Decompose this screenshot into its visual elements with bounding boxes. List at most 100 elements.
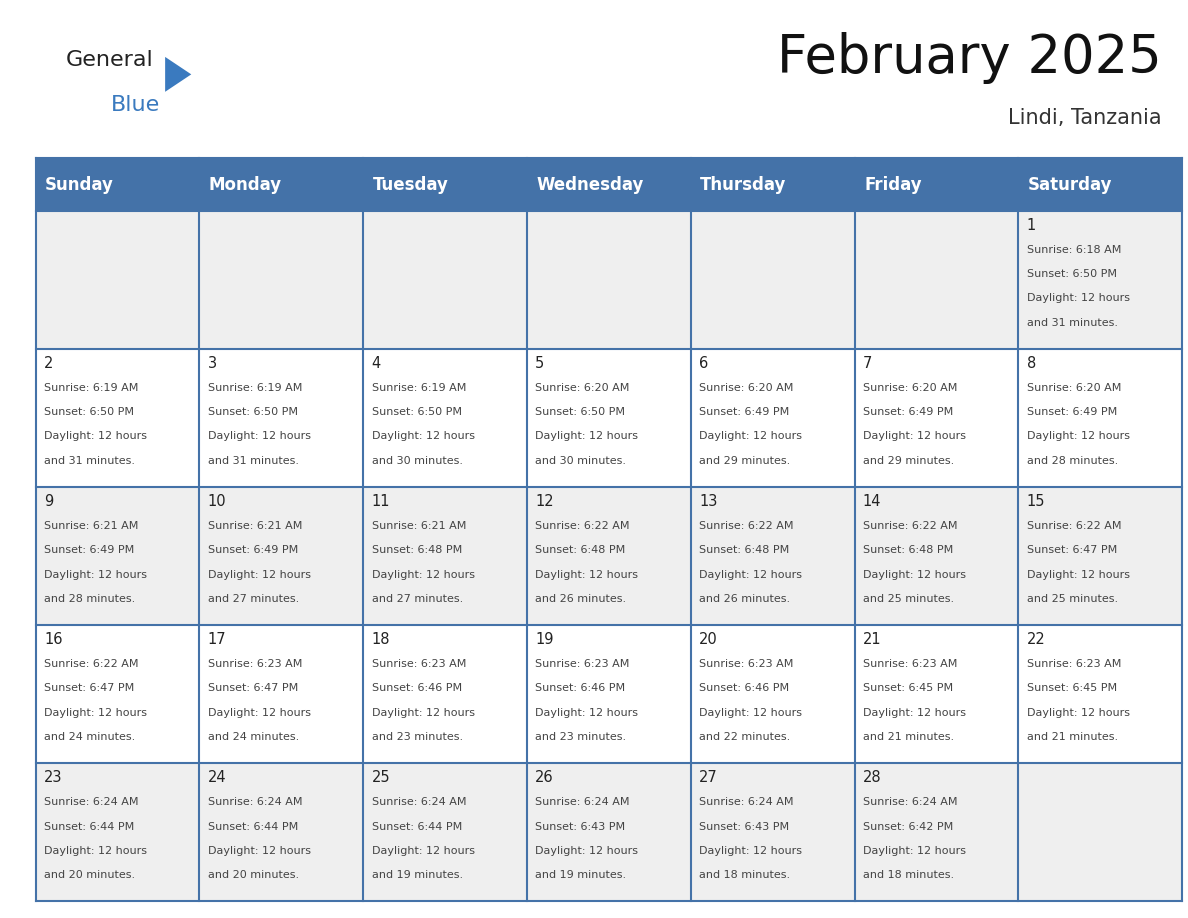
- Text: Thursday: Thursday: [700, 175, 786, 194]
- Text: Sunset: 6:49 PM: Sunset: 6:49 PM: [862, 408, 953, 418]
- Text: Daylight: 12 hours: Daylight: 12 hours: [699, 845, 802, 856]
- Text: 22: 22: [1026, 632, 1045, 647]
- Text: Daylight: 12 hours: Daylight: 12 hours: [44, 569, 147, 579]
- Text: 1: 1: [1026, 218, 1036, 232]
- Polygon shape: [165, 57, 191, 92]
- Text: and 28 minutes.: and 28 minutes.: [44, 594, 135, 604]
- Text: Sunset: 6:48 PM: Sunset: 6:48 PM: [862, 545, 953, 555]
- Text: and 31 minutes.: and 31 minutes.: [44, 455, 135, 465]
- Text: Daylight: 12 hours: Daylight: 12 hours: [372, 708, 474, 718]
- Text: and 29 minutes.: and 29 minutes.: [699, 455, 790, 465]
- Text: and 31 minutes.: and 31 minutes.: [208, 455, 298, 465]
- Text: Saturday: Saturday: [1028, 175, 1112, 194]
- Text: and 23 minutes.: and 23 minutes.: [372, 732, 462, 742]
- Text: Sunset: 6:42 PM: Sunset: 6:42 PM: [862, 822, 953, 832]
- Text: Sunrise: 6:23 AM: Sunrise: 6:23 AM: [372, 659, 466, 669]
- Text: and 20 minutes.: and 20 minutes.: [208, 870, 299, 879]
- Text: Sunset: 6:44 PM: Sunset: 6:44 PM: [372, 822, 462, 832]
- Text: Daylight: 12 hours: Daylight: 12 hours: [1026, 708, 1130, 718]
- Text: 5: 5: [536, 355, 544, 371]
- Text: Sunrise: 6:20 AM: Sunrise: 6:20 AM: [699, 383, 794, 393]
- Text: Sunrise: 6:24 AM: Sunrise: 6:24 AM: [699, 798, 794, 807]
- Text: Daylight: 12 hours: Daylight: 12 hours: [1026, 294, 1130, 304]
- Text: Sunrise: 6:20 AM: Sunrise: 6:20 AM: [862, 383, 958, 393]
- Text: Daylight: 12 hours: Daylight: 12 hours: [862, 845, 966, 856]
- Text: 17: 17: [208, 632, 227, 647]
- Text: Sunrise: 6:21 AM: Sunrise: 6:21 AM: [208, 521, 302, 532]
- Text: 7: 7: [862, 355, 872, 371]
- Bar: [36, 158, 1182, 211]
- Text: Sunset: 6:50 PM: Sunset: 6:50 PM: [1026, 269, 1117, 279]
- Text: Sunset: 6:44 PM: Sunset: 6:44 PM: [208, 822, 298, 832]
- Text: Sunrise: 6:22 AM: Sunrise: 6:22 AM: [536, 521, 630, 532]
- Text: 14: 14: [862, 494, 881, 509]
- Text: February 2025: February 2025: [777, 32, 1162, 84]
- Text: and 30 minutes.: and 30 minutes.: [372, 455, 462, 465]
- Text: and 18 minutes.: and 18 minutes.: [699, 870, 790, 879]
- Text: 2: 2: [44, 355, 53, 371]
- Text: Wednesday: Wednesday: [537, 175, 644, 194]
- Text: Sunday: Sunday: [45, 175, 114, 194]
- Text: Sunrise: 6:20 AM: Sunrise: 6:20 AM: [536, 383, 630, 393]
- Text: 28: 28: [862, 770, 881, 785]
- Text: 6: 6: [699, 355, 708, 371]
- Text: Sunset: 6:49 PM: Sunset: 6:49 PM: [699, 408, 789, 418]
- Bar: [36, 487, 1182, 625]
- Text: Daylight: 12 hours: Daylight: 12 hours: [536, 431, 638, 442]
- Text: 16: 16: [44, 632, 63, 647]
- Text: and 20 minutes.: and 20 minutes.: [44, 870, 135, 879]
- Text: and 30 minutes.: and 30 minutes.: [536, 455, 626, 465]
- Text: 12: 12: [536, 494, 554, 509]
- Text: and 24 minutes.: and 24 minutes.: [208, 732, 299, 742]
- Text: Sunrise: 6:19 AM: Sunrise: 6:19 AM: [372, 383, 466, 393]
- Text: Sunset: 6:47 PM: Sunset: 6:47 PM: [1026, 545, 1117, 555]
- Text: 3: 3: [208, 355, 217, 371]
- Text: 8: 8: [1026, 355, 1036, 371]
- Text: 21: 21: [862, 632, 881, 647]
- Text: and 27 minutes.: and 27 minutes.: [372, 594, 463, 604]
- Text: 23: 23: [44, 770, 63, 785]
- Bar: [36, 211, 1182, 349]
- Text: Sunset: 6:45 PM: Sunset: 6:45 PM: [862, 684, 953, 693]
- Text: Sunrise: 6:24 AM: Sunrise: 6:24 AM: [536, 798, 630, 807]
- Text: Sunset: 6:46 PM: Sunset: 6:46 PM: [372, 684, 462, 693]
- Text: Friday: Friday: [864, 175, 922, 194]
- Text: Daylight: 12 hours: Daylight: 12 hours: [699, 708, 802, 718]
- Text: Daylight: 12 hours: Daylight: 12 hours: [862, 569, 966, 579]
- Text: Daylight: 12 hours: Daylight: 12 hours: [44, 708, 147, 718]
- Text: 18: 18: [372, 632, 390, 647]
- Text: Sunrise: 6:24 AM: Sunrise: 6:24 AM: [208, 798, 302, 807]
- Text: Sunset: 6:50 PM: Sunset: 6:50 PM: [372, 408, 461, 418]
- Text: Daylight: 12 hours: Daylight: 12 hours: [862, 431, 966, 442]
- Text: Daylight: 12 hours: Daylight: 12 hours: [372, 431, 474, 442]
- Text: and 21 minutes.: and 21 minutes.: [862, 732, 954, 742]
- Text: 15: 15: [1026, 494, 1045, 509]
- Text: Sunset: 6:48 PM: Sunset: 6:48 PM: [372, 545, 462, 555]
- Text: Sunset: 6:49 PM: Sunset: 6:49 PM: [208, 545, 298, 555]
- Text: Sunrise: 6:19 AM: Sunrise: 6:19 AM: [44, 383, 138, 393]
- Text: 13: 13: [699, 494, 718, 509]
- Text: Sunrise: 6:23 AM: Sunrise: 6:23 AM: [1026, 659, 1121, 669]
- Text: Sunset: 6:46 PM: Sunset: 6:46 PM: [536, 684, 625, 693]
- Text: Sunset: 6:44 PM: Sunset: 6:44 PM: [44, 822, 134, 832]
- Text: Daylight: 12 hours: Daylight: 12 hours: [1026, 431, 1130, 442]
- Bar: [36, 764, 1182, 901]
- Text: Sunrise: 6:18 AM: Sunrise: 6:18 AM: [1026, 245, 1121, 255]
- Text: Daylight: 12 hours: Daylight: 12 hours: [862, 708, 966, 718]
- Text: Sunset: 6:45 PM: Sunset: 6:45 PM: [1026, 684, 1117, 693]
- Text: Sunset: 6:43 PM: Sunset: 6:43 PM: [536, 822, 625, 832]
- Text: 4: 4: [372, 355, 381, 371]
- Text: and 19 minutes.: and 19 minutes.: [372, 870, 462, 879]
- Text: Daylight: 12 hours: Daylight: 12 hours: [208, 708, 311, 718]
- Text: Sunrise: 6:22 AM: Sunrise: 6:22 AM: [699, 521, 794, 532]
- Text: Sunrise: 6:24 AM: Sunrise: 6:24 AM: [372, 798, 466, 807]
- Text: and 23 minutes.: and 23 minutes.: [536, 732, 626, 742]
- Text: and 24 minutes.: and 24 minutes.: [44, 732, 135, 742]
- Text: Tuesday: Tuesday: [373, 175, 449, 194]
- Text: 10: 10: [208, 494, 227, 509]
- Text: Sunrise: 6:24 AM: Sunrise: 6:24 AM: [44, 798, 139, 807]
- Text: Sunrise: 6:23 AM: Sunrise: 6:23 AM: [862, 659, 958, 669]
- Text: 19: 19: [536, 632, 554, 647]
- Text: Sunrise: 6:21 AM: Sunrise: 6:21 AM: [44, 521, 138, 532]
- Text: 24: 24: [208, 770, 227, 785]
